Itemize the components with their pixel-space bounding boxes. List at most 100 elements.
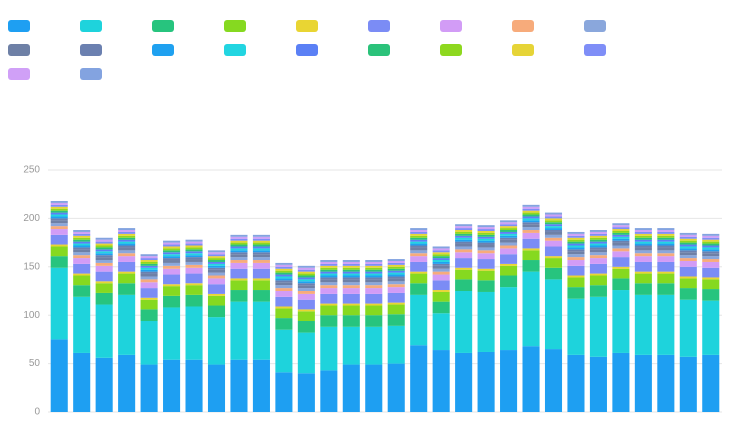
bar-segment: [500, 245, 518, 249]
bar-segment: [118, 230, 136, 232]
bar-segment: [657, 354, 675, 412]
bar-segment: [95, 253, 113, 256]
bar-segment: [163, 246, 181, 249]
bar-segment: [207, 293, 226, 296]
bar-segment: [185, 247, 203, 250]
bar-segment: [118, 228, 136, 231]
bar-segment: [163, 307, 181, 360]
bar-segment: [185, 251, 203, 254]
bar-segment: [477, 250, 495, 254]
bar-segment: [544, 349, 563, 412]
bar-segment: [207, 305, 226, 318]
bar-segment: [612, 257, 630, 267]
bar-segment: [342, 364, 360, 412]
bar-segment: [657, 247, 675, 251]
bar-segment: [320, 305, 338, 316]
bar-segment: [297, 311, 315, 322]
bar-segment: [207, 254, 226, 257]
bar-segment: [612, 238, 630, 241]
bar-segment: [163, 265, 181, 269]
bar-segment: [455, 237, 473, 240]
legend-swatch: [152, 44, 174, 56]
bar-segment: [432, 252, 450, 255]
bar-segment: [432, 263, 450, 266]
bar-segment: [50, 212, 68, 215]
bar-segment: [275, 276, 293, 279]
bar-segment: [387, 325, 405, 364]
bar-segment: [387, 274, 405, 277]
bar-segment: [252, 262, 270, 269]
bar-segment: [163, 262, 181, 266]
bar-segment: [387, 302, 405, 305]
bar-segment: [522, 260, 540, 272]
bar-segment: [410, 237, 428, 240]
bar-segment: [387, 284, 405, 288]
bar-segment: [387, 281, 405, 285]
bar-segment: [275, 266, 293, 269]
bar-segment: [140, 279, 158, 283]
bar-segment: [73, 235, 91, 238]
bar-segment: [657, 239, 675, 242]
bar-segment: [500, 230, 518, 232]
bar-segment: [73, 263, 91, 274]
bar-segment: [657, 250, 675, 254]
bar-segment: [73, 243, 91, 246]
bar-segment: [387, 314, 405, 326]
bar-segment: [320, 303, 338, 306]
bar-segment: [657, 237, 675, 240]
bar-segment: [634, 256, 652, 262]
bar-segment: [163, 242, 181, 245]
bar-segment: [612, 278, 630, 291]
bar-segment: [432, 254, 450, 257]
bar-segment: [73, 249, 91, 253]
bar-segment: [118, 354, 136, 412]
bar-segment: [634, 241, 652, 244]
bar-segment: [387, 287, 405, 293]
bar-segment: [118, 235, 136, 238]
bar-segment: [410, 243, 428, 246]
bar-segment: [500, 220, 518, 223]
bar-segment: [185, 249, 203, 252]
bar-segment: [207, 265, 226, 268]
bar-segment: [702, 239, 720, 242]
bar-segment: [455, 249, 473, 253]
legend-swatch: [80, 68, 102, 80]
bar-segment: [207, 261, 226, 264]
bar-segment: [140, 321, 158, 365]
bar-segment: [50, 226, 68, 230]
bar-segment: [500, 239, 518, 243]
bar-segment: [185, 359, 203, 412]
bar-segment: [679, 299, 697, 357]
bar-segment: [432, 290, 450, 292]
bar-segment: [365, 275, 383, 278]
bar-segment: [95, 283, 113, 293]
bar-segment: [567, 233, 585, 236]
bar-segment: [612, 236, 630, 239]
bar-segment: [73, 237, 91, 240]
bar-segment: [252, 257, 270, 261]
bar-segment: [567, 287, 585, 299]
bar-segment: [477, 240, 495, 243]
bar-segment: [432, 313, 450, 351]
bar-segment: [252, 252, 270, 255]
bar-segment: [320, 275, 338, 278]
bar-segment: [500, 350, 518, 412]
bar-segment: [432, 274, 450, 281]
bar-segment: [634, 253, 652, 257]
bar-segment: [140, 269, 158, 272]
bar-segment: [634, 243, 652, 246]
bar-segment: [50, 339, 68, 412]
bar-segment: [320, 282, 338, 286]
bar-segment: [544, 258, 563, 268]
legend-swatch: [584, 20, 606, 32]
y-tick-label: 150: [23, 261, 40, 272]
bar-segment: [230, 260, 248, 263]
bar-segment: [702, 251, 720, 254]
y-tick-label: 200: [23, 213, 40, 224]
bar-segment: [185, 243, 203, 246]
bar-segment: [567, 260, 585, 266]
bar-segment: [118, 294, 136, 355]
bar-segment: [522, 227, 540, 231]
bar-segment: [455, 235, 473, 238]
legend-swatch: [296, 20, 318, 32]
